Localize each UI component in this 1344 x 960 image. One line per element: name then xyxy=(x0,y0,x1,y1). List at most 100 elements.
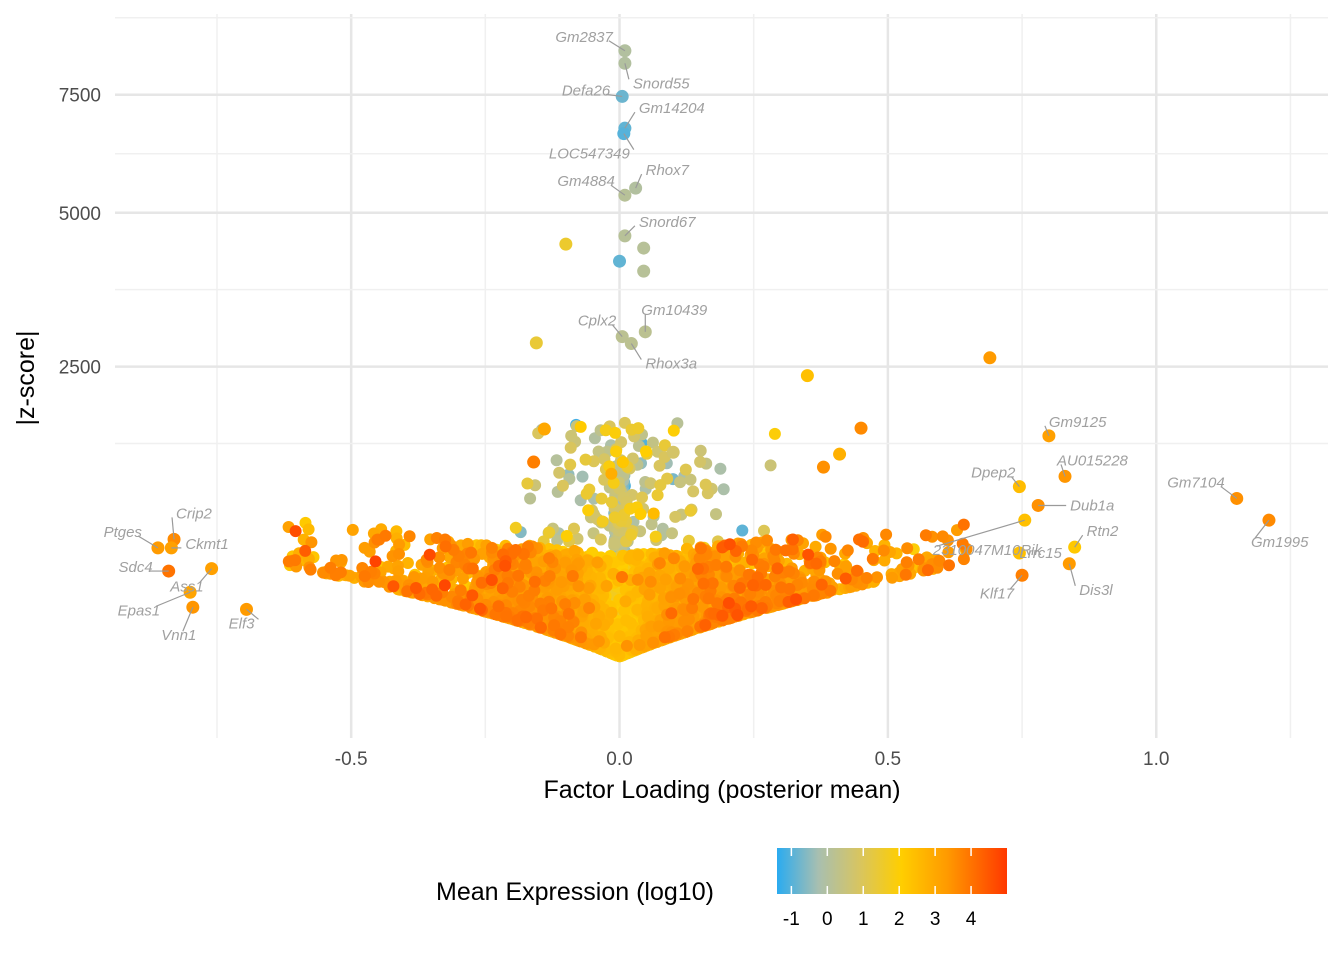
data-point xyxy=(674,476,687,489)
data-point xyxy=(745,600,758,613)
leader-line xyxy=(624,111,636,129)
data-point xyxy=(645,518,658,531)
data-point xyxy=(901,542,914,555)
data-point xyxy=(687,593,700,605)
data-point xyxy=(576,470,589,483)
data-point xyxy=(509,544,522,556)
data-point xyxy=(764,459,777,472)
leader-line xyxy=(624,225,636,237)
gene-label: Ckmt1 xyxy=(185,536,228,553)
data-point xyxy=(828,555,841,568)
data-point xyxy=(556,479,569,492)
data-point xyxy=(596,515,609,528)
data-point xyxy=(886,571,899,584)
data-point xyxy=(509,521,522,534)
data-point xyxy=(956,537,969,550)
gene-label: Ptges xyxy=(104,524,143,541)
data-point xyxy=(769,543,782,556)
data-point xyxy=(528,575,541,588)
data-point xyxy=(582,504,595,517)
data-point xyxy=(590,617,602,630)
data-point xyxy=(608,511,621,524)
leader-line xyxy=(635,173,643,189)
data-point xyxy=(666,527,678,540)
data-point xyxy=(807,589,820,602)
data-point xyxy=(289,554,302,567)
data-point xyxy=(694,542,707,555)
data-point xyxy=(358,541,371,554)
gene-label: Elf3 xyxy=(229,615,256,632)
data-point xyxy=(474,602,486,615)
data-point xyxy=(659,573,672,586)
data-point xyxy=(465,546,478,559)
data-point xyxy=(768,427,781,440)
data-point xyxy=(562,607,575,620)
data-point xyxy=(658,631,671,644)
data-point xyxy=(512,569,525,582)
data-point xyxy=(653,459,666,472)
data-point xyxy=(553,466,566,479)
data-point xyxy=(684,473,697,486)
data-point xyxy=(500,610,513,623)
data-point xyxy=(758,524,770,537)
data-point xyxy=(591,556,604,569)
data-point xyxy=(640,445,652,458)
data-point xyxy=(673,587,686,600)
data-point xyxy=(745,544,758,557)
data-point xyxy=(899,568,912,581)
gene-label: Sdc4 xyxy=(118,559,152,576)
data-point xyxy=(618,604,631,617)
data-point xyxy=(841,544,854,557)
data-point xyxy=(684,504,697,517)
data-point xyxy=(697,577,710,590)
gene-label: Snord67 xyxy=(639,214,696,231)
data-point xyxy=(710,508,722,521)
data-point xyxy=(560,530,573,542)
data-point xyxy=(346,523,359,536)
data-point xyxy=(699,619,712,631)
data-point xyxy=(485,574,498,586)
y-axis-ticks: 2500 5000 7500 xyxy=(59,86,101,379)
data-point xyxy=(665,607,678,620)
data-point xyxy=(433,561,446,574)
data-point xyxy=(644,477,657,490)
data-point xyxy=(358,570,371,583)
label-leader-lines xyxy=(137,40,1270,632)
data-point xyxy=(936,530,949,543)
data-point xyxy=(605,606,618,619)
data-point xyxy=(592,635,605,648)
data-point xyxy=(663,562,676,575)
data-point xyxy=(654,479,667,492)
leader-line xyxy=(608,40,626,52)
data-point xyxy=(393,548,405,560)
data-point xyxy=(459,598,472,611)
legend-tick-label: 3 xyxy=(930,909,941,930)
data-point xyxy=(631,603,644,616)
labeled-data-point xyxy=(1012,480,1026,494)
data-point xyxy=(840,560,853,573)
data-point xyxy=(564,441,577,454)
data-point xyxy=(667,552,680,565)
data-point xyxy=(403,530,416,543)
data-point xyxy=(443,563,456,576)
data-point xyxy=(379,529,392,542)
data-point xyxy=(496,582,509,595)
data-point xyxy=(568,522,580,535)
legend-tick-label: -1 xyxy=(783,909,800,930)
data-point xyxy=(694,444,707,457)
data-point xyxy=(600,580,613,592)
data-point xyxy=(595,492,608,505)
gene-label: 2310047M10Rik xyxy=(932,542,1044,559)
data-point xyxy=(646,436,659,449)
data-point xyxy=(720,560,733,573)
legend-title: Mean Expression (log10) xyxy=(436,878,714,906)
data-point xyxy=(744,588,757,601)
data-point xyxy=(710,559,723,571)
data-point xyxy=(519,558,532,571)
gene-label: Rhox7 xyxy=(646,162,690,179)
data-point xyxy=(620,614,633,627)
data-point xyxy=(623,552,636,565)
data-point xyxy=(580,487,593,500)
data-point xyxy=(857,535,869,548)
x-tick-label: 0.0 xyxy=(606,749,632,770)
